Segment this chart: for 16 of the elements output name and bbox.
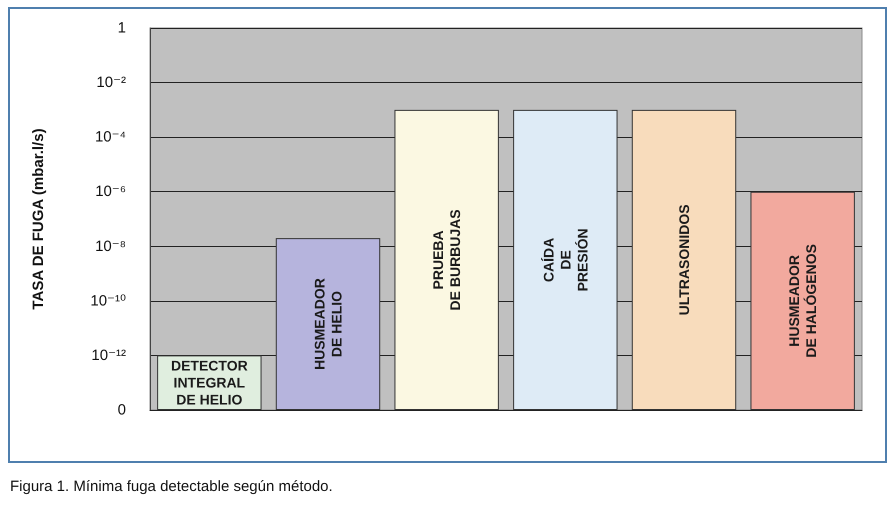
x-tick-label: HUSMEADOR DE HELIO [312,278,344,370]
y-tick-label: 0 [118,402,126,418]
y-tick-label: 10⁻⁴ [94,128,126,146]
y-tick-label: 10⁻² [96,74,126,92]
y-tick-label: 1 [118,20,126,36]
x-tick-label: PRUEBA DE BURBUJAS [430,209,464,310]
x-tick-label: DETECTOR INTEGRAL DE HELIO [170,358,248,408]
y-tick-label: 10⁻⁸ [95,238,126,255]
text: Figura 1. Mínima fuga detectable según método. [10,478,333,495]
y-axis-title: TASA DE FUGA (mbar.l/s) [30,128,47,310]
y-tick-label: 10⁻¹² [91,346,126,364]
x-tick-label: HUSMEADOR DE HALÓGENOS [786,244,820,358]
y-tick-label: 10⁻¹⁰ [90,292,126,310]
x-tick-label: ULTRASONIDOS [676,204,692,316]
y-tick-label: 10⁻⁶ [95,183,126,200]
x-tick-label: CAÍDA DE PRESIÓN [540,228,590,292]
